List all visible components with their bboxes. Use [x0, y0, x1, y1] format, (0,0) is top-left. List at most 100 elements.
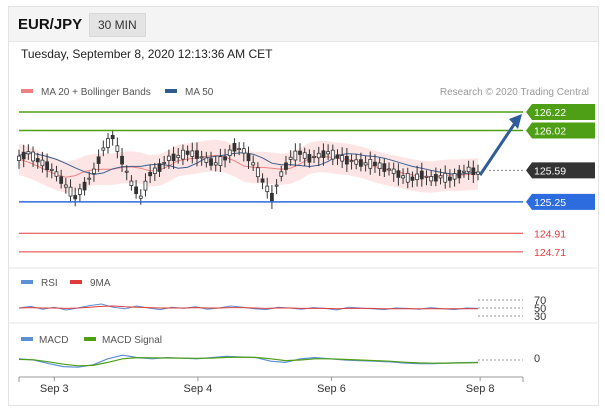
candle-body: [199, 156, 204, 159]
candle-body: [92, 168, 96, 174]
level-tag: [526, 122, 595, 139]
timeframe-badge[interactable]: 30 MIN: [89, 13, 146, 37]
candle-body: [45, 161, 50, 171]
candle-body: [17, 155, 21, 161]
candle-body: [204, 157, 209, 163]
legend-swatch: [21, 280, 33, 284]
candle-body: [368, 159, 373, 169]
legend-swatch: [84, 337, 96, 341]
candle-body: [321, 150, 326, 158]
candle-body: [157, 163, 162, 172]
legend-swatch: [70, 280, 82, 284]
candle-body: [452, 173, 457, 180]
candle-body: [31, 151, 35, 162]
candle-body: [270, 192, 274, 202]
legend-label: MA 50: [185, 87, 214, 98]
candle-body: [391, 168, 396, 174]
candle-body: [382, 163, 387, 172]
candle-body: [462, 170, 466, 173]
rsi-legend: RSI 9MA: [21, 278, 111, 289]
copyright-text: Research © 2020 Trading Central: [440, 87, 589, 98]
candle-body: [260, 178, 265, 183]
candle-body: [185, 150, 190, 155]
legend-swatch: [21, 337, 33, 341]
candle-body: [110, 134, 115, 140]
candle-body: [387, 168, 391, 171]
candle-body: [255, 167, 260, 178]
candle-body: [232, 142, 237, 152]
level-tag: [526, 193, 595, 210]
level-label: 126.22: [534, 107, 566, 119]
candle-body: [312, 155, 316, 158]
candle-body: [419, 170, 424, 180]
candle-body: [335, 154, 340, 159]
candle-body: [293, 150, 298, 161]
candle-body: [171, 153, 176, 162]
candle-body: [424, 175, 429, 178]
candle-body: [82, 181, 87, 191]
candle-body: [405, 172, 410, 183]
candle-body: [279, 171, 284, 177]
legend-label: MACD Signal: [102, 335, 162, 346]
candle-body: [316, 152, 321, 159]
candle-body: [73, 195, 78, 200]
legend-label: RSI: [41, 278, 58, 289]
candle-body: [227, 149, 232, 156]
current-price-label: 125.59: [534, 165, 566, 177]
candle-body: [106, 138, 110, 148]
candle-body: [363, 162, 368, 166]
candle-body: [223, 156, 227, 161]
candle-body: [340, 155, 345, 162]
candle-body: [476, 171, 480, 175]
x-tick-label: Sep 3: [40, 383, 69, 395]
x-tick-label: Sep 4: [184, 383, 213, 395]
candle-body: [410, 176, 415, 181]
candle-body: [241, 148, 246, 154]
candle-body: [195, 150, 199, 159]
candle-body: [63, 184, 68, 188]
candle-body: [298, 150, 302, 155]
candle-body: [124, 170, 129, 173]
candle-body: [307, 154, 312, 163]
level-label: 124.71: [534, 247, 566, 259]
candle-body: [433, 174, 438, 182]
candle-body: [134, 186, 138, 194]
candle-body: [447, 176, 452, 181]
rsi-level-label: 30: [534, 311, 546, 323]
candle-body: [59, 176, 64, 184]
macd-signal-line: [18, 356, 479, 367]
candlesticks: [17, 129, 480, 209]
candle-body: [181, 149, 185, 160]
candle-body: [401, 175, 405, 179]
candle-body: [115, 145, 120, 152]
legend-swatch: [165, 89, 177, 93]
chart-header: EUR/JPY 30 MIN: [9, 7, 598, 42]
candle-body: [35, 158, 40, 163]
candle-body: [429, 176, 434, 182]
datetime-stamp: Tuesday, September 8, 2020 12:13:36 AM C…: [21, 47, 273, 61]
forecast-arrow: [478, 122, 517, 176]
candle-body: [359, 159, 363, 167]
candle-body: [148, 171, 153, 177]
candle-body: [354, 159, 359, 165]
price-legend: MA 20 + Bollinger Bands MA 50: [21, 87, 214, 98]
candle-body: [176, 154, 181, 158]
legend-swatch: [21, 89, 33, 93]
level-label: 124.91: [534, 228, 566, 240]
x-tick-label: Sep 8: [466, 383, 495, 395]
candle-body: [40, 159, 45, 167]
candle-body: [101, 147, 106, 151]
macd-level-label: 0: [534, 353, 540, 365]
candle-body: [330, 149, 335, 160]
candle-body: [26, 151, 31, 155]
candle-body: [438, 175, 443, 179]
candle-body: [152, 167, 157, 174]
candle-body: [274, 184, 279, 187]
candle-body: [237, 148, 242, 151]
candle-body: [54, 171, 59, 177]
candle-body: [246, 153, 251, 162]
symbol-title: EUR/JPY: [18, 16, 83, 33]
candle-body: [373, 161, 377, 166]
candle-body: [284, 162, 288, 170]
legend-label: 9MA: [90, 278, 111, 289]
